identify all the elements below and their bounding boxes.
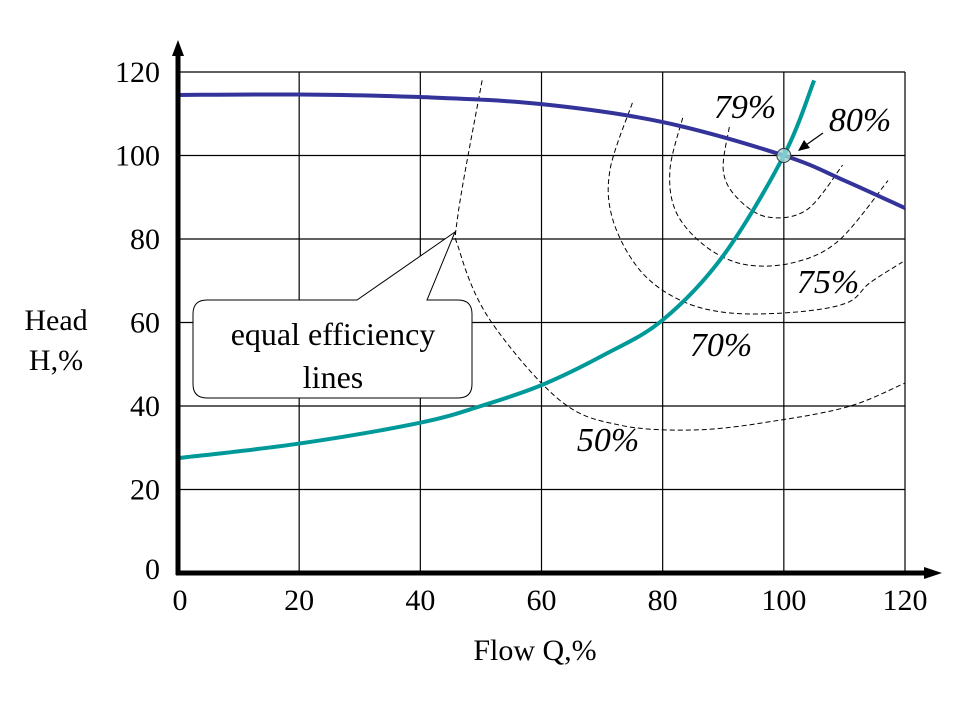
x-tick-label: 20 (284, 584, 314, 617)
y-tick-label: 0 (145, 553, 160, 586)
y-tick-label: 100 (115, 140, 160, 173)
efficiency-label-75: 75% (797, 264, 859, 301)
x-tick-label: 0 (173, 584, 188, 617)
callout-box (192, 230, 473, 399)
axes (172, 40, 942, 579)
efficiency-label-70: 70% (690, 327, 752, 364)
y-tick-label: 80 (130, 223, 160, 256)
callout-line-2: lines (303, 359, 363, 395)
bep-arrow (798, 132, 824, 151)
y-axis-label-line-2: H,% (29, 344, 83, 377)
best-efficiency-point (776, 148, 792, 163)
x-axis-label: Flow Q,% (473, 634, 596, 667)
tick-labels: 0 20 40 60 80 100 120 0 20 40 60 80 100 120 (115, 56, 928, 617)
x-tick-label: 120 (883, 584, 928, 617)
system-curve (177, 79, 816, 461)
series (177, 79, 906, 461)
callout: equal efficiency lines (192, 230, 473, 399)
x-tick-label: 60 (527, 584, 557, 617)
pump-head-curve (177, 92, 906, 210)
y-axis-label-line-1: Head (24, 304, 87, 337)
y-axis-arrow-icon (172, 40, 184, 56)
callout-line-1: equal efficiency (231, 316, 436, 352)
efficiency-label-79: 79% (714, 89, 776, 126)
y-tick-label: 60 (130, 307, 160, 340)
x-tick-label: 40 (405, 584, 435, 617)
efficiency-label-80: 80% (829, 102, 891, 139)
efficiency-label-50: 50% (577, 422, 639, 459)
efficiency-line-79 (722, 127, 843, 219)
x-axis-arrow-icon (924, 567, 942, 579)
y-tick-label: 20 (130, 474, 160, 507)
y-tick-label: 40 (130, 390, 160, 423)
efficiency-line-75 (669, 117, 889, 267)
x-tick-label: 80 (648, 584, 678, 617)
y-tick-label: 120 (115, 56, 160, 89)
x-tick-label: 100 (761, 584, 806, 617)
